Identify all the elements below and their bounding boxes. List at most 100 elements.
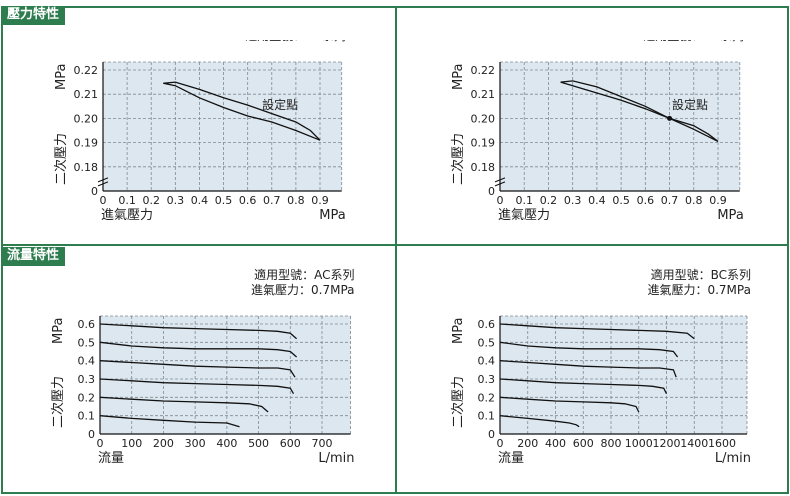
- x-tick-label: 0.5: [612, 194, 630, 207]
- chart-note: 進氣壓力：0.7MPa: [647, 283, 751, 297]
- x-tick-label: 0: [497, 194, 504, 207]
- x-tick-label: 100: [121, 437, 142, 450]
- y-axis-title: 二次壓力: [450, 133, 466, 185]
- plot-area: [500, 316, 747, 434]
- x-tick-label: 0.4: [588, 194, 606, 207]
- y-tick-label: 0.2: [478, 391, 496, 404]
- series-line-2: [163, 82, 321, 141]
- y-axis-title: 二次壓力: [50, 376, 66, 428]
- flow-section-frame-right: [395, 244, 789, 494]
- x-tick-label: 0.6: [637, 194, 655, 207]
- pressure-chart-ac: 0 0.1 0.2 0.3 0.4 0.5 0.6 0.7 0.8 0.9 0 0.18 0.19 0.2…: [53, 40, 346, 223]
- y-tick-label: 0.3: [78, 373, 96, 386]
- pressure-characteristics-tab: 壓力特性: [1, 6, 66, 25]
- y-tick-label: 0.22: [471, 64, 496, 77]
- x-tick-label: 800: [601, 437, 622, 450]
- x-axis-title: 流量: [98, 451, 124, 466]
- plot-area: [500, 62, 740, 191]
- y-tick-label: 0.4: [78, 355, 96, 368]
- x-axis-unit: MPa: [717, 208, 743, 223]
- x-tick-label: 0.7: [263, 194, 281, 207]
- setpoint-label: 設定點: [262, 97, 298, 112]
- series-line-2: [99, 341, 298, 358]
- x-tick-label: 0: [97, 437, 104, 450]
- y-tick-label: 0: [488, 185, 495, 198]
- x-tick-label: 0.7: [661, 194, 679, 207]
- x-tick-label: 0.9: [709, 194, 727, 207]
- y-axis-unit: MPa: [451, 64, 466, 90]
- y-tick-label: 0.1: [78, 410, 96, 423]
- axis-break: [97, 177, 109, 187]
- x-axis-title: 流量: [498, 451, 524, 466]
- x-tick-label: 200: [153, 437, 174, 450]
- plot-area: [103, 62, 342, 191]
- series-line-5: [99, 396, 269, 413]
- y-axis-unit: MPa: [451, 318, 466, 344]
- series-line-3: [99, 360, 296, 378]
- y-tick-label: 0.5: [478, 336, 496, 349]
- x-tick-label: 400: [545, 437, 566, 450]
- y-tick-label: 0.2: [78, 391, 96, 404]
- chart-note: 適用型號：AC系列: [245, 40, 345, 43]
- series-line-6: [99, 415, 240, 428]
- x-tick-label: 0.4: [191, 194, 209, 207]
- series-line-1: [99, 323, 298, 340]
- setpoint-label: 設定點: [672, 97, 708, 112]
- series-line-3: [499, 360, 677, 378]
- y-axis-unit: MPa: [51, 318, 66, 344]
- series-line-2: [499, 341, 679, 358]
- x-tick-label: 1200: [653, 437, 681, 450]
- x-tick-label: 600: [573, 437, 594, 450]
- y-tick-label: 0: [91, 185, 98, 198]
- y-tick-label: 0: [88, 428, 95, 441]
- x-tick-label: 0.5: [215, 194, 233, 207]
- x-tick-label: 1400: [680, 437, 708, 450]
- flow-characteristics-tab: 流量特性: [1, 247, 66, 266]
- x-tick-label: 0.8: [287, 194, 305, 207]
- x-tick-label: 0.2: [540, 194, 558, 207]
- y-tick-label: 0: [488, 428, 495, 441]
- y-axis-title: 二次壓力: [450, 376, 466, 428]
- x-tick-label: 1000: [625, 437, 653, 450]
- y-tick-label: 0.3: [478, 373, 496, 386]
- x-axis-title: 進氣壓力: [498, 208, 550, 223]
- series-line-4: [99, 378, 295, 395]
- x-tick-label: 0.2: [142, 194, 160, 207]
- series-line-5: [499, 396, 640, 413]
- y-tick-label: 0.19: [471, 137, 496, 150]
- chart-note: 適用型號：BC系列: [651, 267, 751, 282]
- y-tick-label: 0.20: [74, 112, 99, 125]
- x-tick-label: 0.3: [564, 194, 582, 207]
- chart-note: 進氣壓力：0.7MPa: [251, 283, 355, 297]
- series-line-4: [499, 378, 668, 394]
- x-tick-label: 600: [280, 437, 301, 450]
- x-axis-unit: L/min: [318, 451, 354, 466]
- series-line-1: [499, 323, 695, 340]
- y-tick-label: 0.18: [74, 161, 99, 174]
- x-tick-label: 0.3: [167, 194, 185, 207]
- y-tick-label: 0.19: [74, 137, 99, 150]
- setpoint-marker: [667, 115, 673, 121]
- chart-note: 適用型號：BC系列: [643, 40, 743, 43]
- series-line-1: [163, 81, 321, 141]
- x-axis-title: 進氣壓力: [101, 208, 153, 223]
- axis-break: [494, 177, 506, 187]
- plot-area: [100, 316, 351, 434]
- x-tick-label: 700: [312, 437, 333, 450]
- series-line-1: [560, 80, 719, 142]
- x-tick-label: 0.9: [311, 194, 329, 207]
- chart-note: 適用型號：AC系列: [254, 267, 354, 282]
- y-tick-label: 0.6: [78, 318, 96, 331]
- y-tick-label: 0.4: [478, 355, 496, 368]
- y-tick-label: 0.18: [471, 161, 496, 174]
- pressure-chart-bc: 0 0.1 0.2 0.3 0.4 0.5 0.6 0.7 0.8 0.9 0 0.18 0.19 0.2…: [450, 40, 744, 223]
- flow-chart-bc: 0 200 400 600 800 1000 1200 1400 1600 0 0.1 0.2 0.3 0…: [450, 267, 751, 466]
- x-axis-unit: MPa: [319, 208, 345, 223]
- y-tick-label: 0.1: [478, 410, 496, 423]
- x-tick-label: 0.8: [685, 194, 703, 207]
- y-tick-label: 0.6: [478, 318, 496, 331]
- y-axis-unit: MPa: [54, 64, 69, 90]
- flow-chart-ac: 0 100 200 300 400 500 600 700 0 0.1 0.2 0.3 0.4 0.5 0.…: [50, 267, 355, 466]
- x-tick-label: 300: [185, 437, 206, 450]
- x-axis-unit: L/min: [715, 451, 751, 466]
